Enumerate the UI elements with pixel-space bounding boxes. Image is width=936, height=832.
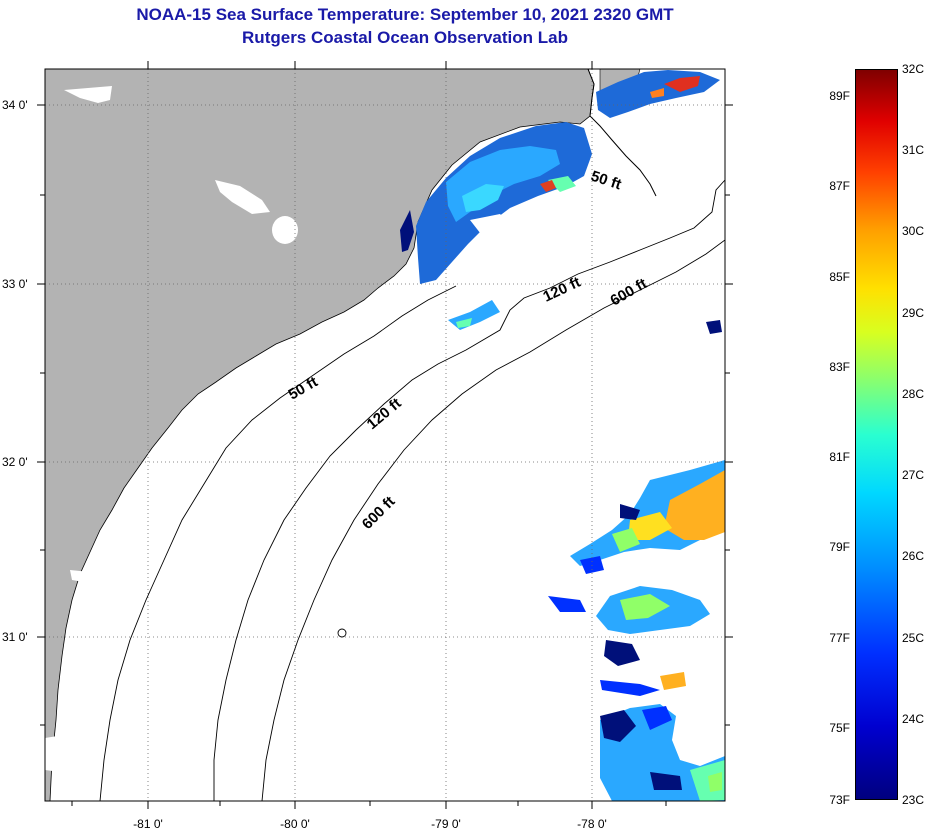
map-title: NOAA-15 Sea Surface Temperature: Septemb… bbox=[136, 5, 674, 24]
colorbar-c-label: 27C bbox=[902, 468, 925, 483]
colorbar-f-label: 75F bbox=[829, 720, 850, 735]
isobath-lines bbox=[99, 179, 725, 801]
colorbar-f-label: 87F bbox=[829, 179, 850, 194]
sst-satellite-data bbox=[400, 70, 725, 801]
lake bbox=[45, 734, 72, 772]
lake bbox=[64, 86, 112, 103]
colorbar-f-label: 77F bbox=[829, 630, 850, 645]
lon-label-81: -81 0' bbox=[133, 817, 163, 831]
lat-label-33: 33 0' bbox=[2, 277, 28, 291]
lat-lon-grid bbox=[45, 69, 725, 801]
colorbar-c-label: 30C bbox=[902, 224, 925, 239]
lon-label-80: -80 0' bbox=[280, 817, 310, 831]
colorbar-c-label: 23C bbox=[902, 793, 925, 807]
temperature-colorbar bbox=[855, 69, 898, 800]
colorbar-c-label: 26C bbox=[902, 549, 925, 564]
colorbar-c-label: 28C bbox=[902, 386, 925, 401]
map-frame bbox=[44, 68, 726, 802]
colorbar-f-label: 85F bbox=[829, 269, 850, 284]
colorbar-f-label: 79F bbox=[829, 540, 850, 555]
colorbar-c-label: 29C bbox=[902, 305, 925, 320]
colorbar-c-label: 25C bbox=[902, 630, 925, 645]
colorbar-c-label: 32C bbox=[902, 62, 925, 76]
lon-label-79: -79 0' bbox=[431, 817, 461, 831]
lake bbox=[70, 570, 90, 582]
map-subtitle: Rutgers Coastal Ocean Observation Lab bbox=[242, 28, 568, 47]
lat-label-31: 31 0' bbox=[2, 630, 28, 644]
lon-label-78: -78 0' bbox=[577, 817, 607, 831]
land-mass bbox=[45, 69, 595, 801]
isobath-120ft-line bbox=[213, 179, 725, 801]
lat-label-34: 34 0' bbox=[2, 98, 28, 112]
colorbar-f-label: 83F bbox=[829, 359, 850, 374]
isobath-50ft-line bbox=[99, 285, 457, 801]
colorbar-f-label: 89F bbox=[829, 89, 850, 104]
colorbar-c-label: 24C bbox=[902, 711, 925, 726]
isobath-600ft-line bbox=[261, 239, 725, 801]
lat-label-32: 32 0' bbox=[2, 455, 28, 469]
lake bbox=[215, 180, 270, 214]
axis-ticks bbox=[37, 61, 733, 809]
isobath-seamount bbox=[337, 628, 347, 638]
colorbar-f-label: 81F bbox=[829, 450, 850, 465]
colorbar-c-label: 31C bbox=[902, 143, 925, 158]
coastline bbox=[587, 69, 657, 197]
lake bbox=[272, 216, 298, 244]
colorbar-f-label: 73F bbox=[829, 793, 850, 807]
